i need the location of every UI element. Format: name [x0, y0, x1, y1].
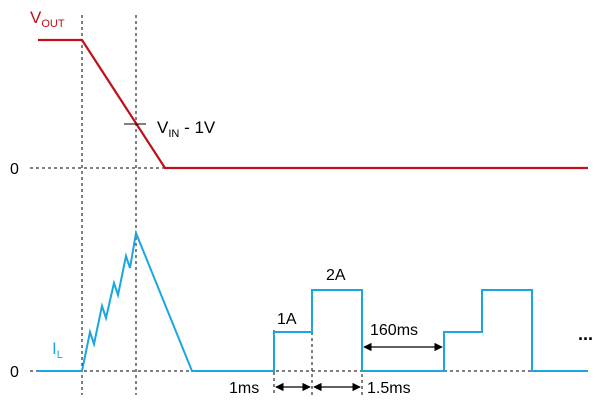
- interval-1ms-label: 1ms: [229, 380, 259, 397]
- vout-waveform: [38, 38, 588, 170]
- current-1a-label: 1A: [277, 311, 297, 328]
- vout-zero-label: 0: [10, 161, 19, 178]
- il-zero-label: 0: [10, 364, 19, 381]
- vin-threshold-label: VIN - 1V: [157, 118, 216, 140]
- il-label: IL: [52, 339, 63, 361]
- il-waveform: [38, 229, 588, 372]
- interval-1-5ms-label: 1.5ms: [367, 380, 411, 397]
- continuation-ellipsis: ...: [578, 324, 593, 344]
- current-2a-label: 2A: [326, 267, 346, 284]
- interval-160ms-label: 160ms: [370, 322, 418, 339]
- vout-label: VOUT: [30, 8, 65, 30]
